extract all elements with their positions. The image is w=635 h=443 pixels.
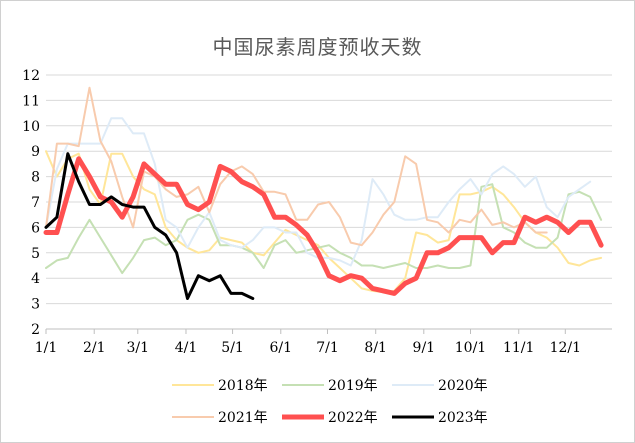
legend-layer: 2018年 2019年 2020年 2021年 2022年 2023年	[172, 378, 488, 426]
x-tick-label: 4/1	[175, 340, 198, 356]
axis-layer: 2 3 4 5 6 7 8 9 10 11 12 1/1 2/1 3/1 4/1 5/1 6/1 7/1 8/1 9/…	[22, 68, 612, 356]
x-tick-label: 3/1	[126, 340, 149, 356]
x-tick-label: 9/1	[413, 340, 436, 356]
y-tick-label: 7	[31, 195, 40, 211]
y-tick-label: 3	[31, 297, 40, 313]
series-line-5	[44, 152, 255, 300]
legend-label: 2023年	[438, 410, 488, 426]
x-tick-label: 2/1	[83, 340, 106, 356]
grid-layer	[46, 74, 612, 305]
series-line-0	[45, 150, 603, 294]
series-line-1	[45, 183, 603, 275]
series-line-3	[45, 86, 548, 247]
series-layer	[43, 86, 604, 300]
y-tick-label: 4	[31, 271, 40, 287]
y-tick-label: 12	[22, 68, 40, 84]
legend-label: 2022年	[328, 410, 378, 426]
y-tick-label: 9	[31, 144, 40, 160]
y-tick-label: 10	[22, 119, 40, 135]
y-tick-label: 5	[31, 246, 40, 262]
y-tick-label: 2	[31, 322, 40, 338]
legend-label: 2021年	[218, 410, 268, 426]
legend-label: 2020年	[438, 378, 488, 394]
x-tick-label: 6/1	[270, 340, 293, 356]
x-tick-label: 12/1	[550, 340, 581, 356]
y-tick-label: 11	[22, 93, 40, 109]
y-tick-label: 8	[31, 170, 40, 186]
x-tick-label: 7/1	[316, 340, 339, 356]
x-tick-label: 5/1	[221, 340, 244, 356]
legend-label: 2019年	[328, 378, 378, 394]
x-tick-label: 8/1	[364, 340, 387, 356]
x-tick-label: 11/1	[503, 340, 534, 356]
x-tick-label: 10/1	[455, 340, 486, 356]
x-tick-label: 1/1	[35, 340, 58, 356]
series-line-4	[43, 156, 604, 296]
y-tick-label: 6	[31, 220, 40, 236]
chart-title: 中国尿素周度预收天数	[212, 35, 423, 59]
legend-label: 2018年	[218, 378, 268, 394]
